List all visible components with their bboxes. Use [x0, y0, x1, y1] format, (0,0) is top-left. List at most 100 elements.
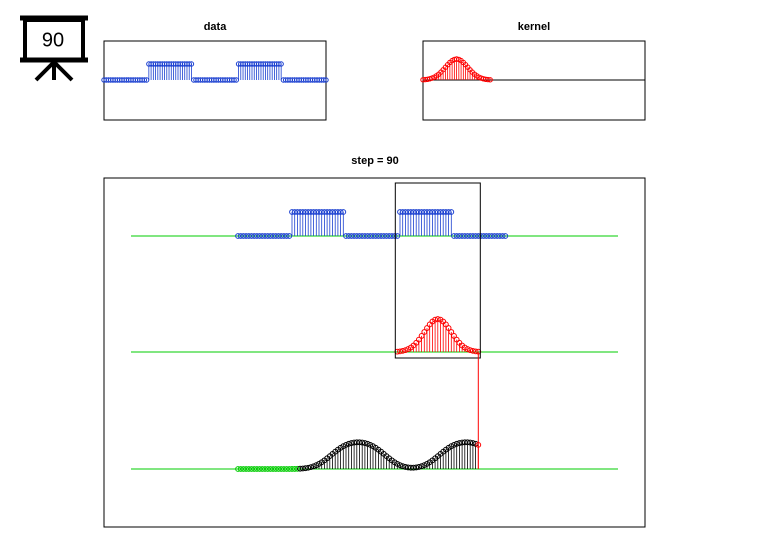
stem-marker	[443, 321, 449, 328]
stem-marker	[141, 77, 148, 83]
stem-marker	[370, 233, 376, 239]
stem-marker	[464, 439, 471, 446]
stem-marker	[451, 333, 457, 339]
stem-marker	[278, 233, 285, 239]
stem-marker	[488, 233, 495, 239]
stem-marker	[445, 325, 452, 331]
stem-marker	[470, 233, 476, 239]
stem-marker	[254, 466, 260, 472]
stem-marker	[351, 233, 358, 239]
stem-marker	[256, 233, 263, 239]
stem-marker	[343, 233, 349, 239]
stem-marker	[259, 466, 266, 472]
stem-marker	[248, 466, 255, 472]
stem-marker	[470, 440, 476, 446]
stem-marker	[378, 233, 385, 239]
stem-marker	[487, 77, 493, 83]
icon-leg	[52, 60, 74, 82]
stem-marker	[464, 233, 471, 239]
stem-marker	[459, 233, 466, 239]
stem-marker	[270, 233, 277, 239]
stem-marker	[281, 466, 287, 472]
stem-marker	[251, 233, 258, 239]
stem-marker	[240, 466, 247, 472]
stem-marker	[251, 466, 258, 472]
stem-marker	[486, 233, 493, 239]
stem-marker	[278, 61, 284, 67]
stem-marker	[399, 463, 406, 470]
stem-marker	[359, 439, 366, 446]
stem-marker	[272, 466, 279, 472]
stem-marker	[243, 233, 250, 239]
kernel-title: kernel	[518, 21, 550, 33]
stem-marker	[405, 464, 412, 471]
stem-marker	[254, 233, 260, 239]
stem-marker	[375, 233, 382, 239]
icon-leg	[34, 60, 56, 82]
stem-marker	[464, 346, 471, 352]
stem-marker	[367, 441, 374, 448]
stem-marker	[502, 233, 509, 239]
stem-marker	[470, 347, 476, 354]
stem-marker	[348, 233, 355, 239]
stem-marker	[272, 233, 279, 239]
stem-marker	[237, 233, 244, 239]
stem-marker	[188, 61, 195, 67]
stem-marker	[394, 460, 401, 467]
stem-marker	[499, 233, 506, 239]
stem-marker	[448, 209, 455, 215]
stem-marker	[275, 466, 282, 472]
stem-marker	[323, 77, 329, 83]
stem-marker	[367, 233, 374, 239]
stem-marker	[402, 464, 409, 470]
stem-marker	[245, 233, 252, 239]
stem-marker	[262, 233, 268, 239]
stem-marker	[259, 233, 266, 239]
stem-marker	[472, 233, 479, 239]
stem-marker	[362, 233, 368, 239]
step-title: step = 90	[351, 155, 398, 167]
stem-marker	[383, 233, 390, 239]
stem-marker	[380, 233, 387, 239]
stem-marker	[235, 466, 241, 472]
stem-marker	[262, 466, 268, 472]
stem-marker	[364, 440, 371, 447]
stem-marker	[397, 462, 403, 469]
stem-marker	[467, 439, 474, 446]
stem-marker	[448, 329, 455, 335]
stem-marker	[264, 233, 271, 239]
stem-marker	[356, 233, 363, 239]
stem-marker	[256, 466, 263, 472]
stem-marker	[270, 466, 277, 472]
stem-marker	[480, 233, 487, 239]
stem-marker	[359, 233, 366, 239]
stem-marker	[467, 233, 474, 239]
stem-marker	[362, 440, 368, 446]
stem-marker	[345, 233, 352, 239]
stem-marker	[453, 56, 460, 62]
stem-marker	[456, 233, 463, 239]
stem-marker	[389, 233, 395, 239]
stem-marker	[281, 233, 287, 239]
stem-marker	[372, 233, 379, 239]
window	[394, 182, 481, 359]
stem-marker	[240, 233, 247, 239]
stem-marker	[283, 233, 290, 239]
stem-marker	[391, 233, 398, 239]
stem-marker	[321, 77, 327, 83]
stem-marker	[434, 316, 441, 322]
stem-marker	[461, 233, 468, 239]
stem-marker	[356, 439, 363, 446]
stem-marker	[267, 233, 274, 239]
stem-marker	[243, 466, 250, 472]
stem-marker	[472, 348, 479, 355]
stem-marker	[245, 466, 252, 472]
stem-marker	[386, 233, 393, 239]
stem-marker	[494, 233, 501, 239]
stem-marker	[237, 466, 244, 472]
stem-marker	[467, 347, 474, 354]
stem-marker	[353, 233, 360, 239]
stem-marker	[248, 233, 255, 239]
icon-label: 90	[42, 29, 64, 51]
stem-marker	[497, 233, 503, 239]
